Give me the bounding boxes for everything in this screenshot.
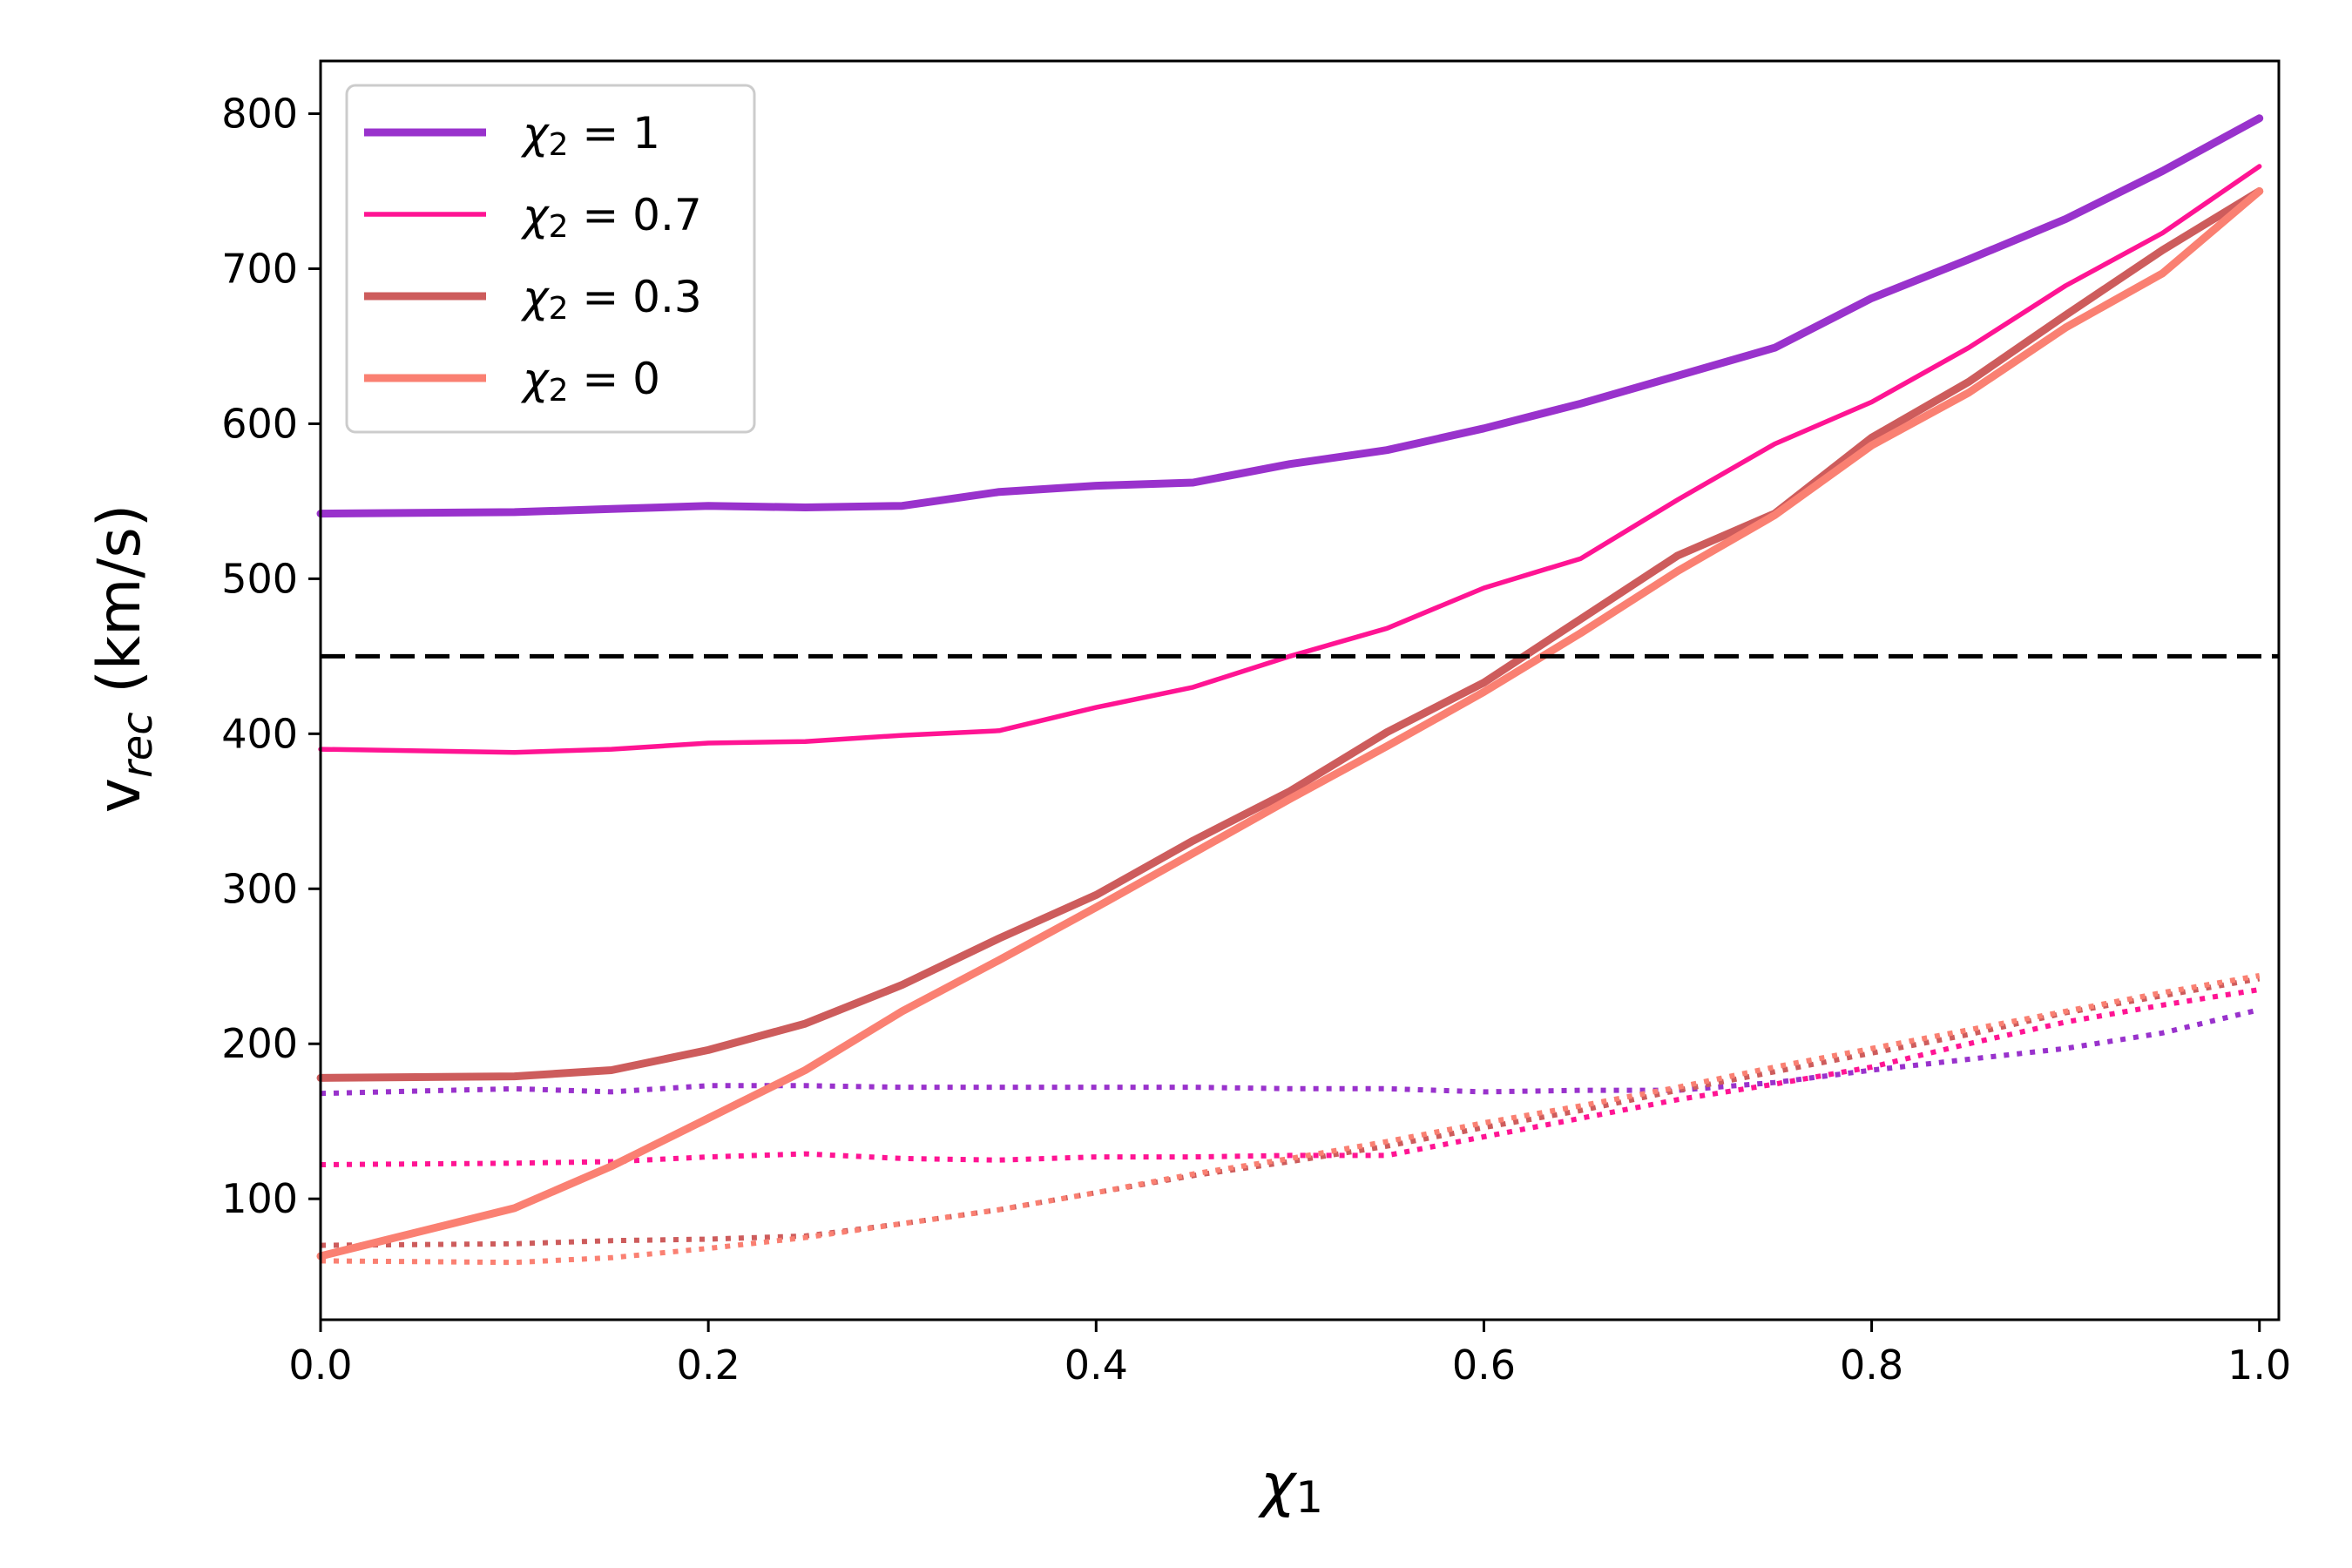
series-0-dotted-line [320, 1007, 2261, 1097]
y-tick-label: 200 [221, 1020, 298, 1067]
x-axis-label-sub: 1 [1295, 1472, 1323, 1523]
x-axis-label-main: χ [1257, 1451, 1298, 1520]
x-tick-label: 0.2 [677, 1342, 740, 1389]
plot-lines [316, 114, 2264, 1266]
y-tick-label: 700 [221, 245, 298, 292]
y-tick-label: 800 [221, 91, 298, 138]
legend-label-value: = 0 [569, 354, 661, 404]
legend-label-value: = 0.3 [569, 272, 702, 322]
x-axis-label: χ1 [1257, 1451, 1323, 1523]
series-2-solid-line [316, 187, 2264, 1082]
legend-label-value: = 0.7 [569, 190, 702, 240]
legend: χ2 = 1χ2 = 0.7χ2 = 0.3χ2 = 0 [345, 84, 756, 434]
legend-label-main: χ [520, 272, 551, 322]
y-axis-label-unit: (km/s) [85, 504, 154, 713]
legend-label-2: χ2 = 0.3 [520, 272, 702, 327]
legend-label-sub: 2 [549, 291, 569, 327]
y-axis-label: vrec (km/s) [85, 504, 162, 814]
x-tick-label: 0.6 [1452, 1342, 1516, 1389]
x-tick-label: 1.0 [2227, 1342, 2291, 1389]
y-axis: 100 200 300 400 500 600 700 800 [221, 91, 321, 1222]
legend-label-main: χ [520, 354, 551, 404]
y-tick-label: 100 [221, 1175, 298, 1222]
legend-label-3: χ2 = 0 [520, 354, 660, 409]
series-2-dotted-line [320, 976, 2261, 1248]
y-tick-label: 300 [221, 865, 298, 912]
legend-label-1: χ2 = 0.7 [520, 190, 702, 245]
series-3-dotted-line [320, 972, 2261, 1266]
x-tick-label: 0.0 [288, 1342, 352, 1389]
x-tick-label: 0.4 [1064, 1342, 1128, 1389]
y-axis-label-sub: rec [113, 712, 162, 778]
series-1-solid-line [318, 164, 2262, 755]
legend-box [345, 84, 756, 434]
legend-entries: χ2 = 1χ2 = 0.7χ2 = 0.3χ2 = 0 [364, 108, 702, 409]
legend-label-0: χ2 = 1 [520, 108, 660, 163]
x-tick-label: 0.8 [1840, 1342, 1903, 1389]
legend-label-main: χ [520, 190, 551, 240]
legend-label-main: χ [520, 108, 551, 159]
y-tick-label: 400 [221, 710, 298, 757]
legend-label-sub: 2 [549, 209, 569, 245]
legend-label-sub: 2 [549, 373, 569, 409]
y-tick-label: 500 [221, 555, 298, 602]
y-tick-label: 600 [221, 400, 298, 447]
series-0-solid-line [316, 114, 2264, 518]
series-3-solid-line [316, 187, 2264, 1260]
legend-label-value: = 1 [569, 108, 661, 159]
x-axis: 0.0 0.2 0.4 0.6 0.8 1.0 [288, 1320, 2291, 1389]
y-axis-label-main: v [85, 778, 154, 813]
plot-frame [319, 59, 2281, 1321]
legend-label-sub: 2 [549, 127, 569, 163]
series-1-dotted-line [320, 987, 2261, 1167]
